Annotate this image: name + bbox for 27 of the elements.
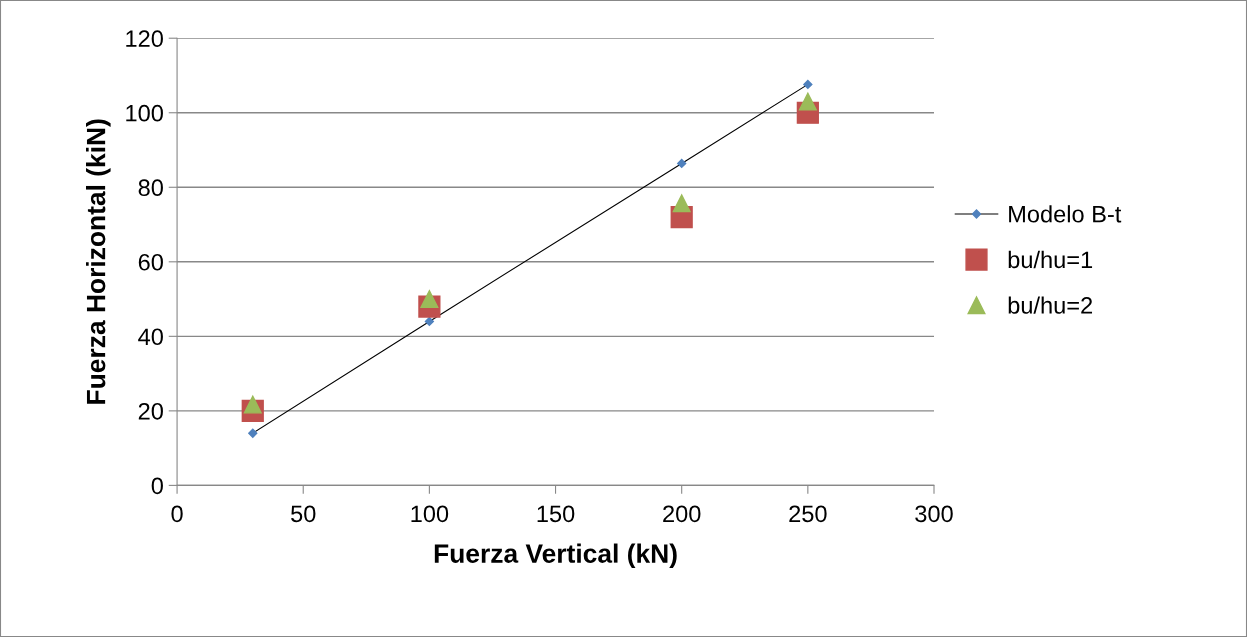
x-tick-label: 50: [291, 505, 316, 523]
y-tick-label: 100: [126, 104, 163, 122]
point: [803, 79, 813, 90]
x-tick-label: 150: [537, 505, 575, 523]
point: [798, 92, 817, 111]
y-tick-label: 60: [138, 253, 163, 271]
y-tick-label: 120: [126, 30, 163, 48]
y-axis-title: Fuerza Horizontal (kiN): [86, 119, 111, 404]
point: [248, 428, 258, 438]
y-tick-label: 20: [138, 402, 163, 420]
legend-label: bu/hu=1: [1008, 250, 1093, 269]
x-tick-label: 0: [171, 505, 183, 523]
point: [672, 194, 691, 213]
x-tick-label: 300: [915, 505, 953, 523]
x-tick-label: 100: [411, 505, 449, 523]
y-tick-label: 80: [138, 179, 163, 197]
y-tick-label: 40: [138, 328, 163, 346]
x-axis-title: Fuerza Vertical (kN): [434, 543, 677, 569]
x-tick-label: 200: [663, 505, 701, 523]
legend-label: Modelo B-t: [1009, 205, 1122, 223]
x-tick-label: 250: [789, 505, 827, 523]
point: [424, 316, 435, 327]
y-tick-label: 0: [151, 477, 163, 495]
point: [243, 395, 262, 414]
point: [677, 158, 687, 169]
legend-label: bu/hu=2: [1008, 296, 1093, 314]
point: [420, 290, 439, 309]
